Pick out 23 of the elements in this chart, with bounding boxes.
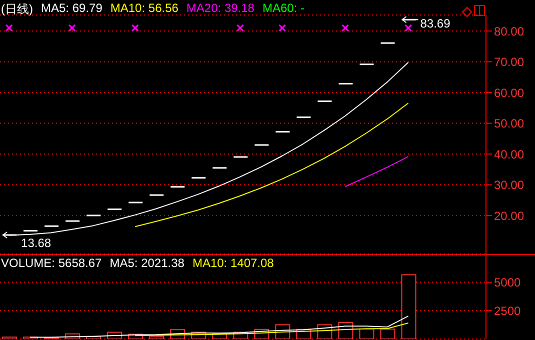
text: MA10: 56.56	[110, 1, 178, 17]
y-tick-label: 80.00	[494, 24, 524, 38]
text: 83.69	[420, 16, 451, 31]
text: MA20: 39.18	[186, 1, 254, 17]
y-tick-label: 2500	[494, 304, 522, 318]
text: MA5: 69.79	[41, 1, 102, 17]
line-series	[134, 102, 409, 228]
line-series	[134, 322, 409, 336]
y-tick-label: 50.00	[494, 116, 524, 131]
y-tick-label: 70.00	[494, 55, 524, 70]
annotation: 13.68	[21, 236, 52, 250]
y-tick-label: 30.00	[494, 178, 524, 192]
text: MA5: 2021.38	[110, 256, 184, 270]
chart-title: (日线)	[1, 1, 33, 18]
legend-label: MA60: -	[262, 1, 304, 17]
line-series	[30, 316, 409, 338]
text: MA10: 1407.08	[192, 256, 274, 270]
y-tick-label: 5000	[494, 276, 522, 290]
y-tick-label: 60.00	[494, 86, 524, 100]
y-tick-label: 20.00	[494, 208, 524, 223]
chart-title: VOLUME: 5658.67	[1, 256, 102, 270]
line-series	[344, 156, 409, 188]
y-tick-label: 40.00	[494, 147, 524, 162]
